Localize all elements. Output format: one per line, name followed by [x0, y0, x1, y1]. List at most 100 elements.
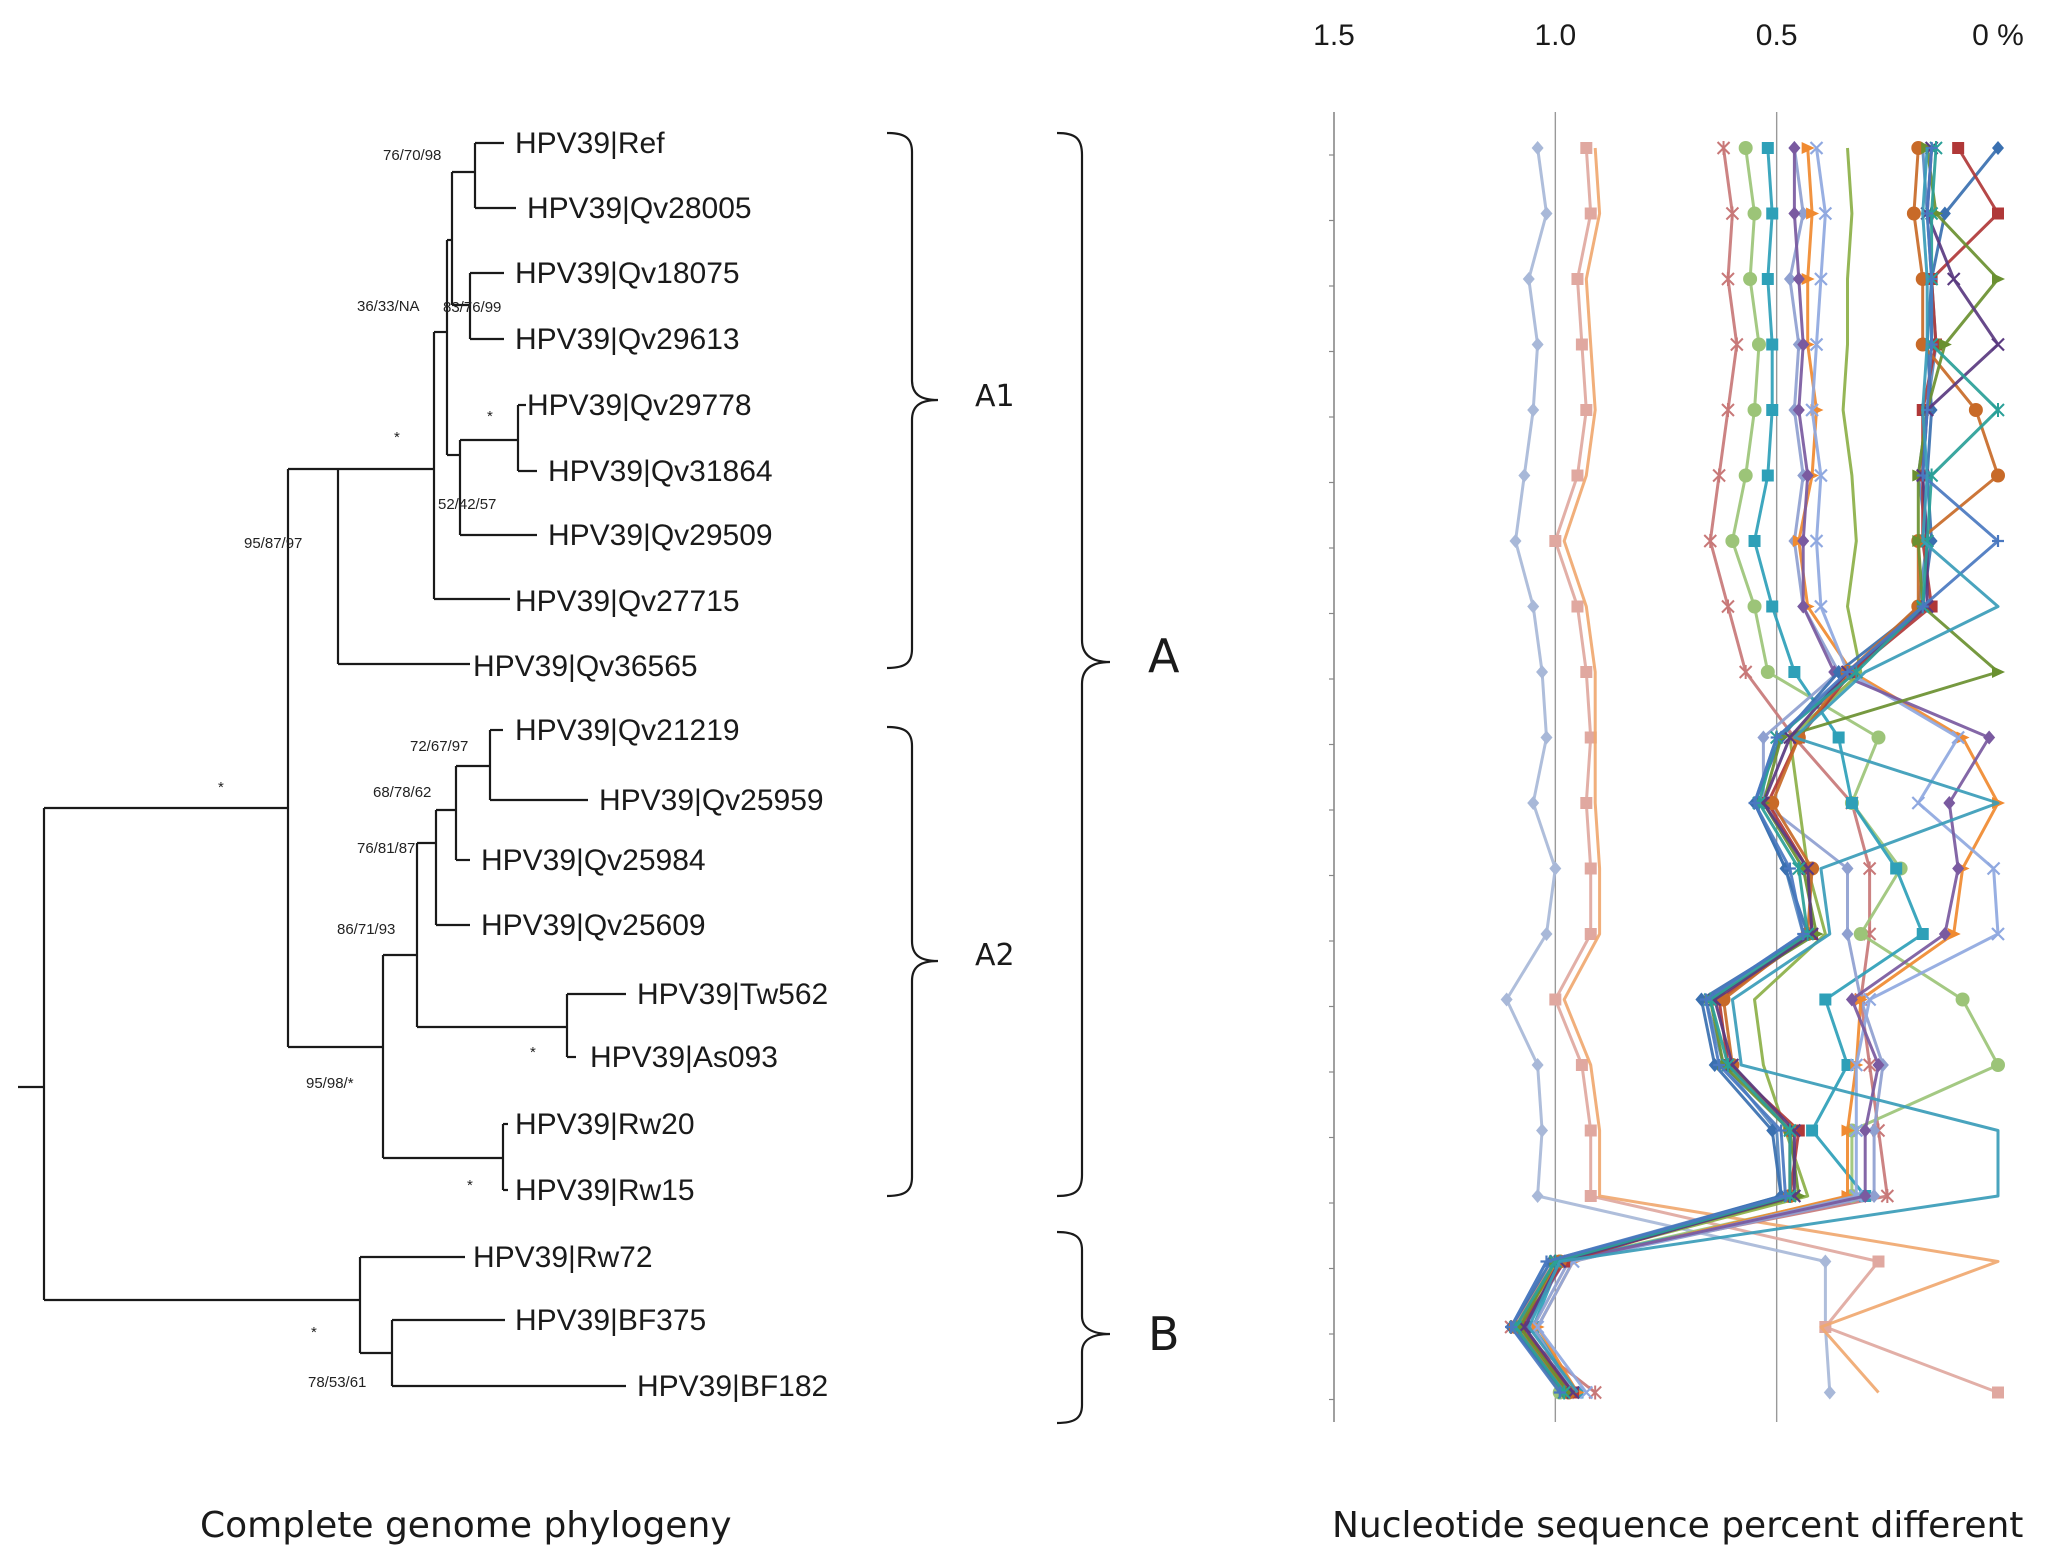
chart-point: [1805, 403, 1819, 417]
chart-point: [1792, 861, 1806, 876]
chart-series-line: [1518, 141, 1996, 1400]
chart-point: [1725, 206, 1740, 221]
chart-point: [1775, 1124, 1788, 1137]
tree-caption: Complete genome phylogeny: [200, 1505, 732, 1546]
chart-point: [1859, 1189, 1872, 1203]
chart-point: [1580, 142, 1593, 154]
chart-point: [1766, 404, 1779, 416]
support-value: 76/70/98: [383, 147, 441, 164]
chart-point: [1955, 992, 1970, 1007]
chart-point: [1938, 338, 1952, 351]
chart-point: [1916, 928, 1929, 940]
chart-line: [1518, 147, 2000, 1394]
clade-braces: A1 A2 A B: [886, 131, 1180, 1425]
chart-point: [1761, 273, 1774, 285]
chart-point: [1518, 468, 1531, 483]
chart-point: [1738, 468, 1753, 483]
tree-branches: [18, 141, 626, 1388]
support-value: 36/33/NA: [357, 298, 420, 315]
chart-point: [1845, 797, 1858, 809]
chart-point: [1748, 797, 1761, 809]
chart-tick-labels: 1.5 1.0 0.5 0 %: [1313, 19, 2024, 52]
chart-point: [1761, 469, 1774, 482]
chart-line: [1509, 147, 2000, 1394]
chart-point: [1783, 272, 1796, 286]
chart-series-line: [1500, 141, 1836, 1400]
chart-series: [1500, 141, 2005, 1400]
chart-point: [1991, 1058, 2005, 1072]
chart-point: [1806, 1124, 1819, 1137]
chart-point: [1797, 534, 1810, 548]
chart-point: [1797, 337, 1810, 352]
chart-point: [1992, 141, 2004, 155]
chart-point: [1766, 600, 1779, 613]
chart-point: [1509, 534, 1522, 548]
chart-point: [1814, 272, 1828, 286]
chart-point: [1738, 141, 1753, 155]
chart-point: [1527, 599, 1540, 614]
chart-line: [1527, 147, 2000, 1394]
chart-point: [1946, 272, 1961, 286]
chart-point: [1947, 928, 1961, 940]
chart-point: [1540, 927, 1553, 941]
chart-point: [1579, 1385, 1594, 1400]
chart-line: [1536, 147, 2000, 1394]
chart-point: [1553, 1386, 1566, 1399]
chart-tick-label: 1.0: [1534, 19, 1576, 52]
chart-series-line: [1549, 142, 2004, 1399]
phylogenetic-tree: HPV39|Ref HPV39|Qv28005 HPV39|Qv18075 HP…: [18, 127, 1180, 1546]
support-value: *: [218, 779, 224, 796]
chart-point: [1845, 992, 1858, 1007]
chart-point: [1713, 1059, 1726, 1071]
chart-line: [1514, 147, 2000, 1394]
clade-label-a2: A2: [975, 938, 1015, 973]
chart-point: [1862, 1058, 1877, 1072]
leaf-label: HPV39|Ref: [515, 127, 665, 160]
chart-tick-label: 1.5: [1313, 19, 1355, 52]
chart-series-line: [1514, 147, 1863, 1394]
leaf-label: HPV39|Tw562: [637, 978, 828, 1011]
chart-point: [1952, 861, 1965, 876]
chart-point: [1748, 535, 1761, 547]
chart-point: [1809, 337, 1824, 352]
chart-line: [1536, 147, 2000, 1394]
support-values: 76/70/98 36/33/NA 83/76/99 * 52/42/57 * …: [218, 147, 536, 1391]
chart-point: [1571, 469, 1584, 482]
chart-point: [1747, 599, 1762, 614]
chart-point: [1801, 142, 1815, 154]
chart-axes: [1329, 112, 1778, 1422]
chart-point: [1991, 468, 2005, 483]
chart-point: [1872, 1255, 1885, 1268]
chart-point: [1783, 730, 1797, 745]
support-value: *: [530, 1044, 536, 1061]
support-value: 76/81/87: [357, 840, 415, 857]
chart-point: [1575, 1059, 1588, 1071]
chart-point: [1766, 207, 1779, 220]
chart-series-line: [1530, 141, 2005, 1400]
chart-point: [1991, 927, 2005, 941]
chart-point: [1761, 142, 1774, 154]
clade-label-a: A: [1148, 629, 1180, 683]
chart-point: [1916, 600, 1929, 613]
chart-point: [1584, 1124, 1597, 1137]
support-value: 86/71/93: [337, 921, 395, 938]
leaf-label: HPV39|Rw72: [473, 1241, 653, 1274]
chart-point: [1986, 861, 2001, 876]
chart-point: [1983, 730, 1996, 745]
chart-point: [1747, 403, 1762, 417]
chart-point: [1575, 338, 1588, 351]
leaf-labels: HPV39|Ref HPV39|Qv28005 HPV39|Qv18075 HP…: [473, 127, 828, 1403]
chart-point: [1783, 862, 1796, 875]
chart-point: [1721, 403, 1735, 417]
leaf-label: HPV39|Qv21219: [515, 714, 740, 747]
brace-a2: [886, 725, 939, 1198]
chart-point: [1823, 1385, 1836, 1400]
chart-point: [1527, 796, 1540, 810]
leaf-label: HPV39|Qv36565: [473, 650, 698, 683]
chart-point: [1522, 272, 1535, 286]
chart-tick-label: 0 %: [1972, 19, 2024, 52]
chart-point: [1766, 338, 1779, 351]
chart-point: [1890, 862, 1903, 875]
support-value: *: [311, 1324, 317, 1341]
brace-a: [1056, 131, 1111, 1198]
